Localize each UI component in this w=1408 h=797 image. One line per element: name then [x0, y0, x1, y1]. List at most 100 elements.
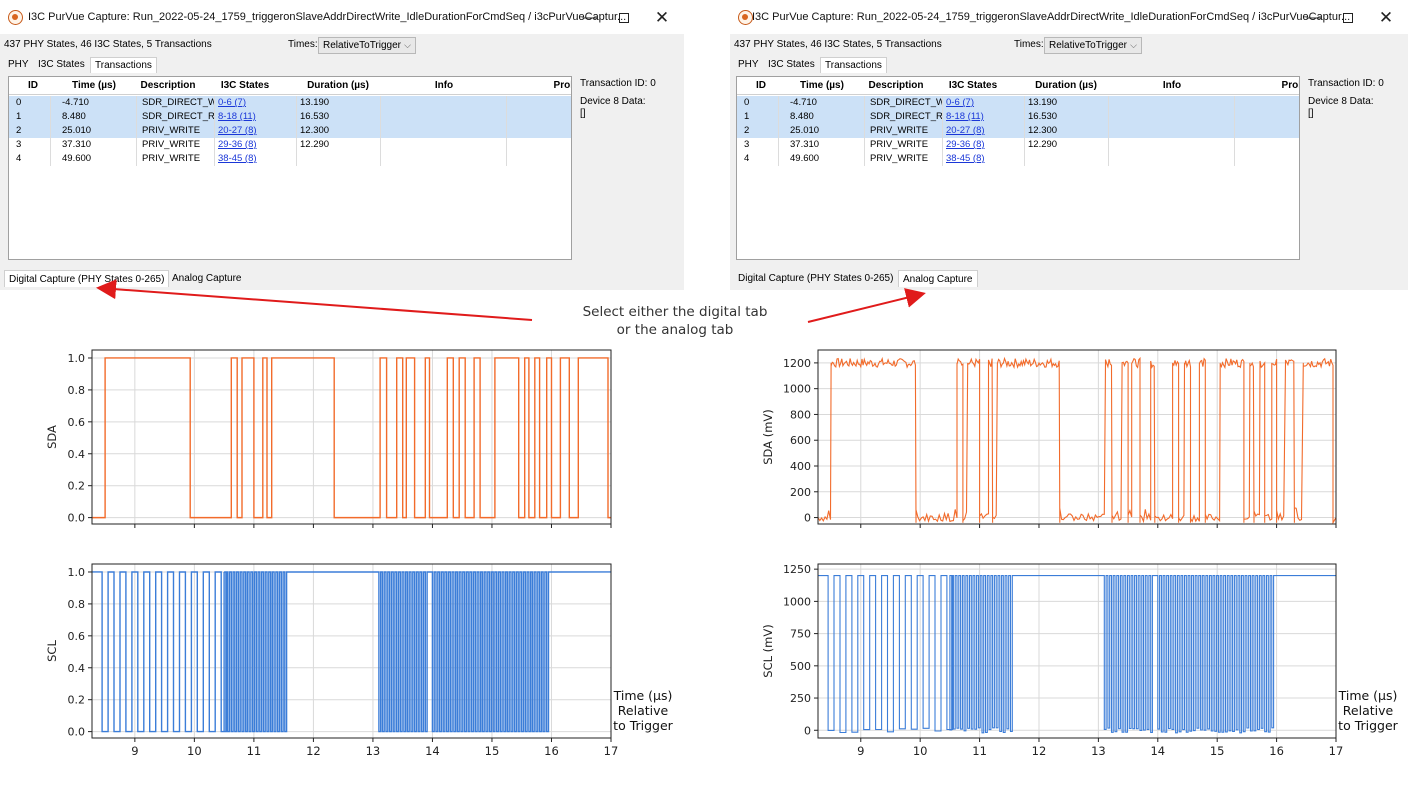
col-time[interactable]: Time (µs) [800, 80, 844, 91]
y-tick-label: 1000 [783, 383, 811, 396]
callout-line2: or the analog tab [616, 322, 734, 338]
col-prol[interactable]: Prol [553, 80, 572, 91]
col-time[interactable]: Time (µs) [72, 80, 116, 91]
table-row[interactable]: 4 49.600 PRIV_WRITE 38-45 (8) [737, 152, 1299, 166]
tab-analog-capture[interactable]: Analog Capture [172, 273, 242, 284]
x-axis-label: Time (µs) Relative to Trigger [1328, 688, 1408, 733]
close-icon[interactable]: ✕ [654, 8, 670, 27]
tab-phy[interactable]: PHY [738, 59, 759, 70]
sda-subplot: 0.0 0.2 0.4 0.6 0.8 1.0 SDA [45, 349, 612, 528]
cell-states[interactable]: 8-18 (11) [215, 110, 297, 124]
cell-states[interactable]: 38-45 (8) [943, 152, 1025, 166]
minimize-icon[interactable]: — [582, 9, 598, 26]
cell-id: 0 [741, 96, 779, 110]
table-row[interactable]: 2 25.010 PRIV_WRITE 20-27 (8) 12.300 [9, 124, 571, 138]
times-dropdown[interactable]: RelativeToTrigger ⌵ [318, 37, 416, 54]
y-tick-label: 800 [790, 408, 811, 421]
x-tick-label: 14 [1150, 744, 1165, 758]
y-axis-label: SDA [45, 425, 59, 449]
transactions-table: ID Time (µs) Description I3C States Dura… [8, 76, 572, 260]
times-label: Times: [288, 39, 318, 50]
cell-time: 37.310 [59, 138, 137, 152]
col-id[interactable]: ID [28, 80, 38, 91]
x-axis-label-line3: to Trigger [1338, 718, 1398, 733]
x-axis-label: Time (µs) Relative to Trigger [603, 688, 683, 733]
col-duration[interactable]: Duration (µs) [1035, 80, 1097, 91]
x-tick-label: 16 [1269, 744, 1284, 758]
analog-plot-area: 0 200 400 600 800 1000 1200 SDA (mV) 0 250 500 750 1… [730, 290, 1408, 797]
minimize-icon[interactable]: — [1306, 9, 1322, 26]
sda-subplot: 0 200 400 600 800 1000 1200 SDA (mV) [761, 349, 1337, 528]
window-title: I3C PurVue Capture: Run_2022-05-24_1759_… [752, 11, 1351, 23]
cell-states[interactable]: 20-27 (8) [215, 124, 297, 138]
y-tick-label: 0 [804, 724, 811, 737]
x-tick-label: 13 [1091, 744, 1106, 758]
cell-desc: PRIV_WRITE [867, 138, 943, 152]
cell-desc: PRIV_WRITE [867, 124, 943, 138]
col-duration[interactable]: Duration (µs) [307, 80, 369, 91]
table-row[interactable]: 3 37.310 PRIV_WRITE 29-36 (8) 12.290 [9, 138, 571, 152]
col-description[interactable]: Description [868, 80, 924, 91]
tab-analog-capture[interactable]: Analog Capture [898, 270, 978, 287]
x-tick-label: 12 [1032, 744, 1047, 758]
cell-states[interactable]: 0-6 (7) [943, 96, 1025, 110]
cell-time: -4.710 [59, 96, 137, 110]
x-axis-label-line2: Relative [1342, 703, 1394, 718]
times-selected-value: RelativeToTrigger [323, 40, 401, 51]
table-row[interactable]: 4 49.600 PRIV_WRITE 38-45 (8) [9, 152, 571, 166]
tab-digital-capture[interactable]: Digital Capture (PHY States 0-265) [4, 270, 170, 287]
x-tick-label: 11 [247, 744, 262, 758]
tab-phy[interactable]: PHY [8, 59, 29, 70]
table-row[interactable]: 2 25.010 PRIV_WRITE 20-27 (8) 12.300 [737, 124, 1299, 138]
tab-digital-capture[interactable]: Digital Capture (PHY States 0-265) [738, 273, 894, 284]
col-info[interactable]: Info [1162, 80, 1182, 91]
col-id[interactable]: ID [756, 80, 766, 91]
tab-transactions[interactable]: Transactions [90, 57, 157, 73]
y-tick-label: 0 [804, 512, 811, 525]
cell-time: 37.310 [787, 138, 865, 152]
window-title: I3C PurVue Capture: Run_2022-05-24_1759_… [28, 11, 627, 23]
device-data-value: [] [1308, 108, 1314, 119]
cell-states[interactable]: 0-6 (7) [215, 96, 297, 110]
cell-dur [297, 152, 381, 166]
cell-time: 25.010 [59, 124, 137, 138]
cell-id: 4 [13, 152, 51, 166]
maximize-icon[interactable] [608, 7, 640, 29]
times-label: Times: [1014, 39, 1044, 50]
cell-states[interactable]: 29-36 (8) [943, 138, 1025, 152]
x-tick-label: 9 [131, 744, 138, 758]
times-dropdown[interactable]: RelativeToTrigger ⌵ [1044, 37, 1142, 54]
cell-states[interactable]: 38-45 (8) [215, 152, 297, 166]
cell-id: 1 [741, 110, 779, 124]
cell-desc: PRIV_WRITE [139, 138, 215, 152]
x-tick-label: 9 [857, 744, 864, 758]
cell-states[interactable]: 8-18 (11) [943, 110, 1025, 124]
cell-prol [507, 152, 571, 166]
close-icon[interactable]: ✕ [1378, 8, 1394, 27]
y-tick-label: 0.8 [68, 598, 86, 611]
col-description[interactable]: Description [140, 80, 196, 91]
col-info[interactable]: Info [434, 80, 454, 91]
device-data-label: Device 8 Data: [580, 96, 646, 107]
col-i3c-states[interactable]: I3C States [948, 80, 998, 91]
cell-info [381, 124, 507, 138]
table-row[interactable]: 3 37.310 PRIV_WRITE 29-36 (8) 12.290 [737, 138, 1299, 152]
tab-transactions[interactable]: Transactions [820, 57, 887, 73]
x-axis-label-line1: Time (µs) [613, 688, 673, 703]
y-tick-label: 0.4 [68, 662, 86, 675]
callout-line1: Select either the digital tab [582, 304, 768, 320]
tab-i3c-states[interactable]: I3C States [768, 59, 815, 70]
y-axis-label: SCL (mV) [761, 624, 775, 677]
col-prol[interactable]: Prol [1281, 80, 1300, 91]
col-i3c-states[interactable]: I3C States [220, 80, 270, 91]
cell-states[interactable]: 29-36 (8) [215, 138, 297, 152]
cell-states[interactable]: 20-27 (8) [943, 124, 1025, 138]
maximize-icon[interactable] [1332, 7, 1364, 29]
title-bar: I3C PurVue Capture: Run_2022-05-24_1759_… [0, 0, 684, 34]
tab-i3c-states[interactable]: I3C States [38, 59, 85, 70]
cell-prol [507, 124, 571, 138]
